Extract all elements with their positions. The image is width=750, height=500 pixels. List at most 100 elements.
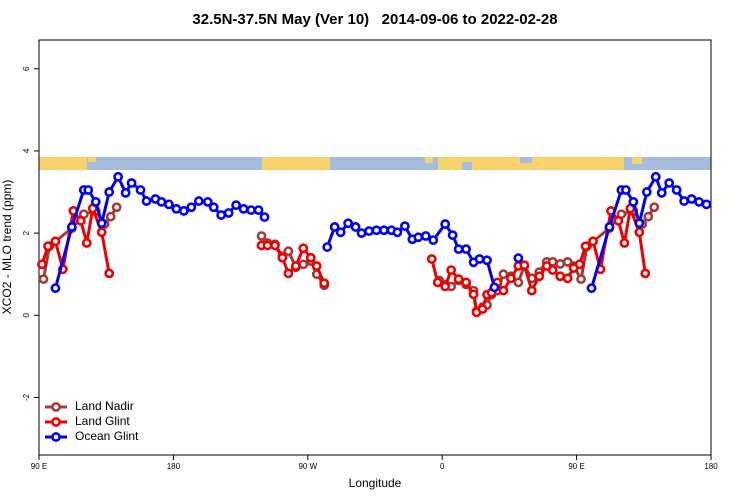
point <box>50 283 61 294</box>
point <box>477 304 488 315</box>
point <box>223 208 234 218</box>
point <box>343 218 354 229</box>
point <box>90 196 101 207</box>
point <box>356 228 367 239</box>
point <box>216 210 227 220</box>
point <box>580 241 591 252</box>
point <box>113 171 124 182</box>
point <box>50 236 61 247</box>
point <box>576 274 586 285</box>
point <box>305 252 316 263</box>
point <box>202 196 213 207</box>
point <box>283 246 294 257</box>
legend-label: Land Nadir <box>75 399 134 413</box>
x-tick-label: 90 E <box>31 462 47 471</box>
point <box>66 222 77 232</box>
point <box>329 222 340 232</box>
point <box>446 265 457 275</box>
point <box>640 268 651 279</box>
x-tick-label: 90 W <box>298 462 317 471</box>
point <box>588 236 598 247</box>
point <box>319 278 330 289</box>
x-axis-label: Longitude <box>349 476 402 490</box>
point <box>482 255 492 266</box>
point <box>574 259 585 270</box>
point <box>81 238 92 248</box>
point <box>141 196 152 206</box>
point <box>634 227 645 238</box>
point <box>171 203 182 214</box>
point <box>555 271 566 282</box>
point <box>38 274 49 285</box>
point <box>371 225 382 236</box>
point <box>534 271 545 282</box>
point <box>679 196 690 206</box>
point <box>619 238 630 248</box>
point <box>694 196 704 207</box>
point <box>489 282 500 293</box>
point <box>83 185 94 195</box>
point <box>298 243 309 254</box>
point <box>613 215 624 226</box>
chart-title: 32.5N-37.5N May (Ver 10) 2014-09-06 to 2… <box>192 11 557 28</box>
point <box>335 227 346 238</box>
y-tick-label: 4 <box>22 148 31 153</box>
point <box>104 268 115 279</box>
point <box>75 215 86 226</box>
point <box>604 222 615 232</box>
plot-frame <box>38 39 712 456</box>
point <box>126 178 137 188</box>
point <box>96 218 107 229</box>
point <box>519 260 530 271</box>
legend-marker <box>51 432 61 442</box>
point <box>259 212 270 222</box>
point <box>686 194 697 204</box>
point <box>526 285 537 296</box>
x-tick-label: 180 <box>167 462 181 471</box>
point <box>193 196 204 206</box>
x-tick-label: 0 <box>440 462 445 471</box>
map-strip <box>39 157 711 170</box>
y-tick-label: 6 <box>22 66 31 71</box>
point <box>426 254 437 264</box>
point <box>428 235 439 246</box>
point <box>547 265 558 275</box>
point <box>277 252 288 263</box>
point <box>43 241 53 252</box>
point <box>461 277 471 288</box>
point <box>311 261 322 271</box>
point <box>413 232 424 243</box>
point <box>440 219 451 229</box>
point <box>246 205 256 216</box>
point <box>178 206 189 216</box>
y-tick-label: -2 <box>22 393 31 401</box>
y-tick-label: 0 <box>22 313 31 318</box>
point <box>620 185 631 195</box>
point <box>256 231 267 241</box>
point <box>399 221 410 232</box>
point <box>656 187 667 198</box>
point <box>420 231 431 241</box>
point <box>164 199 174 210</box>
point <box>634 218 645 229</box>
point <box>628 196 639 207</box>
point <box>350 222 361 232</box>
point <box>262 240 273 251</box>
point <box>231 200 242 211</box>
point <box>447 230 458 241</box>
point <box>513 277 524 288</box>
point <box>643 211 654 222</box>
point <box>120 187 131 198</box>
legend-label: Land Glint <box>75 414 130 428</box>
point <box>186 202 197 213</box>
point <box>322 242 333 252</box>
point <box>474 254 485 264</box>
x-tick-label: 180 <box>704 462 718 471</box>
point <box>641 187 652 197</box>
point <box>562 273 573 284</box>
point <box>586 283 597 294</box>
point <box>498 269 509 280</box>
series <box>50 171 712 294</box>
point <box>364 226 374 236</box>
